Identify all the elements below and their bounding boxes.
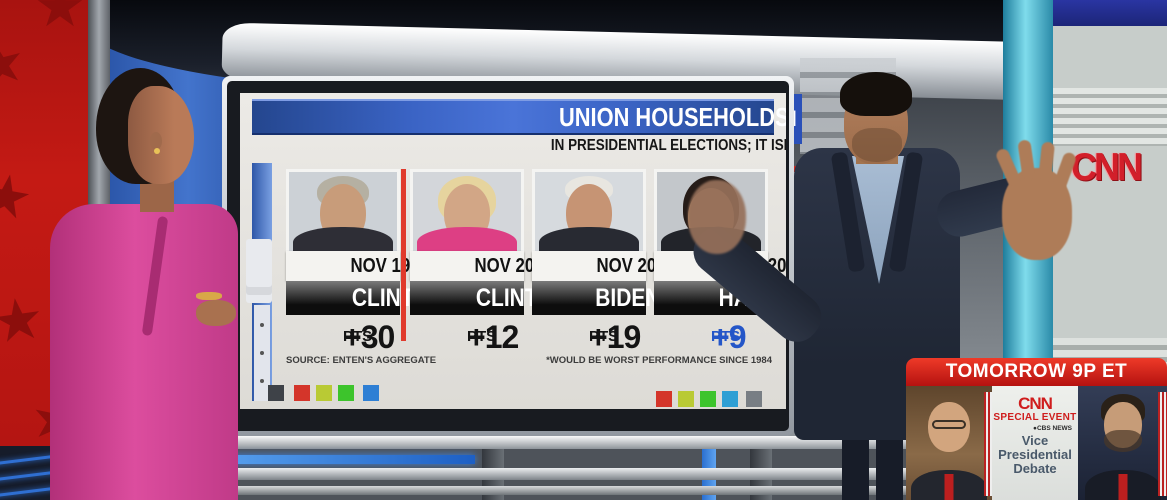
graphic-left-dots: [254, 305, 270, 401]
analyst-beard: [852, 128, 902, 162]
swatch: [678, 391, 694, 407]
star-icon: ★: [0, 159, 38, 234]
date-label: NOV 2020: [532, 251, 675, 281]
beard: [1103, 430, 1142, 452]
swatch: [722, 391, 738, 407]
anchor-woman-hand: [196, 300, 236, 326]
stand-bar: [210, 468, 988, 480]
calibration-squares-right: [656, 391, 776, 409]
suit: [293, 227, 393, 251]
anchor-woman-body: [50, 204, 238, 500]
graphic-title-bar: UNION HOUSEHOLDS: DEMOCRAT'S MARGIN: [252, 99, 786, 135]
star-icon: ★: [0, 284, 49, 357]
cnn-logo: CNN: [1071, 144, 1143, 189]
anchor-woman-face: [128, 86, 194, 184]
tie: [1118, 474, 1127, 500]
wall-ridges: [1053, 88, 1167, 146]
swatch: [363, 385, 379, 401]
video-wall: UNION HOUSEHOLDS: DEMOCRAT'S MARGIN IN P…: [222, 76, 794, 436]
flag-icon: [984, 392, 992, 496]
bill-clinton-photo: [286, 169, 400, 251]
margin-value: +9 PTS: [711, 319, 746, 355]
jd-vance-photo: [1078, 386, 1167, 500]
flag-icon: [1158, 392, 1167, 496]
suit: [539, 227, 639, 251]
candidate-name: BIDEN: [532, 281, 661, 315]
wall-blue-band: [1053, 0, 1167, 26]
date-label: NOV 1992: [286, 251, 429, 281]
promo-banner: TOMORROW 9P ET: [906, 358, 1167, 386]
debate-title: Vice Presidential Debate: [998, 433, 1072, 476]
earring: [154, 148, 160, 154]
graphic-title: UNION HOUSEHOLDS: DEMOCRAT'S MARGIN: [558, 102, 786, 132]
graphic-footer: SOURCE: ENTEN'S AGGREGATE *WOULD BE WORS…: [240, 355, 786, 371]
panel-divider: [401, 169, 406, 341]
source-note: SOURCE: ENTEN'S AGGREGATE: [286, 355, 437, 366]
margin-value: +30 PTS: [343, 319, 395, 355]
ear: [150, 132, 162, 150]
promo-card: CNN SPECIAL EVENT ● CBS NEWS Vice Presid…: [992, 386, 1078, 500]
joe-biden-photo: [532, 169, 646, 251]
stand-bar: [210, 436, 988, 449]
analyst-leg: [876, 436, 903, 500]
star-icon: ★: [0, 26, 33, 103]
top: [417, 227, 517, 251]
star-icon: ★: [34, 0, 86, 39]
tim-walz-photo: [906, 386, 992, 500]
analyst-leg: [842, 436, 869, 500]
analyst-right-hand: [688, 180, 746, 254]
swatch: [746, 391, 762, 407]
date-label: NOV 2016: [410, 251, 553, 281]
bracelet: [196, 292, 222, 300]
calibration-squares-left: [268, 385, 388, 401]
swatch: [268, 385, 284, 401]
cnn-logo: CNN: [1018, 394, 1053, 413]
margin-value: +19 PTS: [589, 319, 641, 355]
margin-value: +12 PTS: [467, 319, 519, 355]
swatch: [656, 391, 672, 407]
vp-debate-promo: CNN SPECIAL EVENT ● CBS NEWS Vice Presid…: [906, 386, 1167, 500]
swatch: [316, 385, 332, 401]
footnote: *WOULD BE WORST PERFORMANCE SINCE 1984: [546, 355, 772, 366]
graphic-left-knobs: [246, 239, 272, 287]
tie: [944, 474, 954, 500]
screen-stand: [210, 436, 988, 500]
swatch: [700, 391, 716, 407]
stand-bar: [210, 486, 988, 495]
candidate-name: CLINTON: [410, 281, 569, 315]
swatch: [338, 385, 354, 401]
stand-blue-light: [220, 455, 475, 464]
candidate-name: CLINTON: [286, 281, 445, 315]
swatch: [294, 385, 310, 401]
hillary-clinton-photo: [410, 169, 524, 251]
cbs-news-label: ● CBS NEWS: [1033, 425, 1072, 432]
glasses-icon: [932, 420, 966, 429]
special-event-label: SPECIAL EVENT: [993, 412, 1077, 423]
analyst-hair: [840, 72, 912, 116]
